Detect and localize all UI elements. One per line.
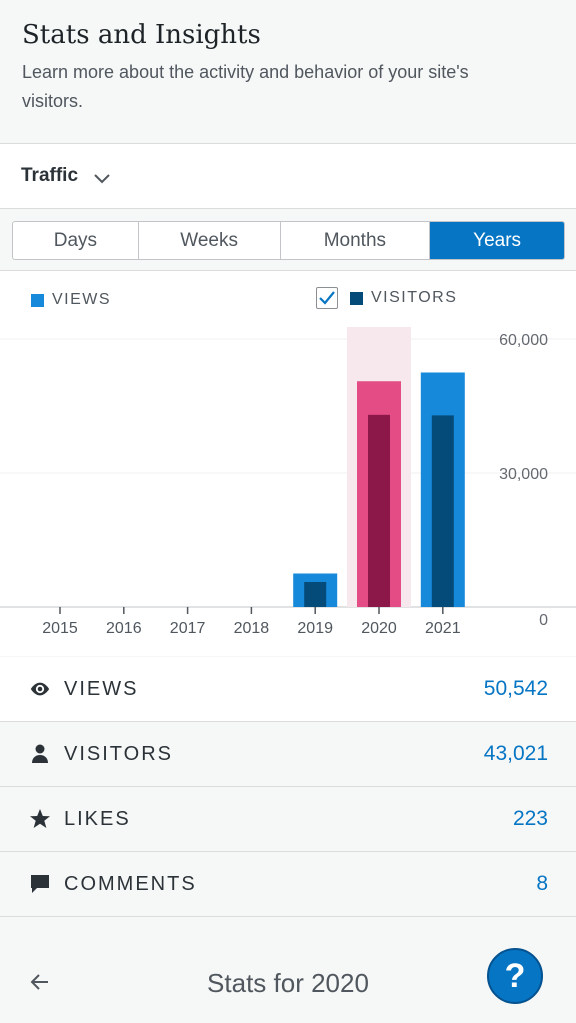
stat-value-comments: 8 — [536, 872, 548, 895]
chart-panel: 60,000 30,000 0 2015 2016 2017 2018 2019 2020 202… — [0, 271, 576, 656]
x-tick-label: 2019 — [297, 620, 333, 637]
legend-views-swatch — [31, 293, 44, 307]
legend-views-label: VIEWS — [52, 291, 112, 308]
footer-title: Stats for 2020 — [207, 968, 369, 998]
stat-value-likes: 223 — [512, 807, 548, 830]
tab-years[interactable]: Years — [430, 222, 564, 259]
x-tick-label: 2018 — [234, 620, 270, 637]
stat-value-views: 50,542 — [483, 677, 548, 700]
period-bar: Days Weeks Months Years — [0, 209, 576, 271]
stat-row-views[interactable]: VIEWS 50,542 — [0, 657, 576, 722]
page-subtitle: Learn more about the activity and behavi… — [22, 62, 469, 111]
legend-visitors-label: VISITORS — [371, 289, 458, 306]
visitors-bar[interactable] — [368, 414, 390, 607]
legend-views: VIEWS — [31, 291, 111, 309]
legend-visitors-swatch — [350, 291, 363, 305]
y-tick-label: 30,000 — [499, 466, 548, 483]
module-selector[interactable]: Traffic — [0, 143, 576, 209]
legend-visitors[interactable]: VISITORS — [316, 287, 457, 309]
y-tick-label: 0 — [539, 612, 548, 629]
visitors-checkbox[interactable] — [316, 287, 338, 309]
footer-bar: Stats for 2020 ? — [0, 940, 576, 1023]
tab-weeks[interactable]: Weeks — [139, 222, 281, 259]
eye-icon — [29, 678, 51, 700]
traffic-chart[interactable]: 60,000 30,000 0 2015 2016 2017 2018 2019 2020 202… — [0, 271, 576, 656]
module-selector-label: Traffic — [21, 165, 79, 186]
x-tick-label: 2015 — [42, 620, 78, 637]
stat-label-visitors: VISITORS — [64, 742, 173, 765]
star-icon — [29, 808, 51, 830]
arrow-left-icon[interactable] — [28, 970, 52, 994]
stat-row-visitors[interactable]: VISITORS 43,021 — [0, 722, 576, 787]
visitors-bar[interactable] — [431, 415, 454, 607]
stat-value-visitors: 43,021 — [483, 742, 548, 765]
y-tick-label: 60,000 — [499, 332, 548, 349]
x-tick-label: 2021 — [425, 620, 461, 637]
page-header: Stats and Insights Learn more about the … — [0, 0, 576, 143]
chevron-down-icon — [94, 174, 110, 184]
stat-row-likes[interactable]: LIKES 223 — [0, 787, 576, 852]
page-title: Stats and Insights — [22, 20, 261, 50]
x-tick-label: 2017 — [170, 620, 206, 637]
stat-label-likes: LIKES — [64, 807, 131, 830]
period-tabs: Days Weeks Months Years — [12, 221, 565, 260]
help-button[interactable]: ? — [487, 948, 543, 1004]
person-icon — [29, 743, 51, 765]
comment-icon — [29, 873, 51, 895]
tab-months[interactable]: Months — [281, 222, 431, 259]
stat-label-views: VIEWS — [64, 677, 139, 700]
stat-label-comments: COMMENTS — [64, 872, 197, 895]
visitors-bar[interactable] — [304, 581, 327, 607]
tab-days[interactable]: Days — [13, 222, 139, 259]
x-tick-label: 2016 — [106, 620, 142, 637]
x-tick-label: 2020 — [361, 620, 397, 637]
stat-row-comments[interactable]: COMMENTS 8 — [0, 852, 576, 917]
check-icon — [319, 291, 335, 305]
